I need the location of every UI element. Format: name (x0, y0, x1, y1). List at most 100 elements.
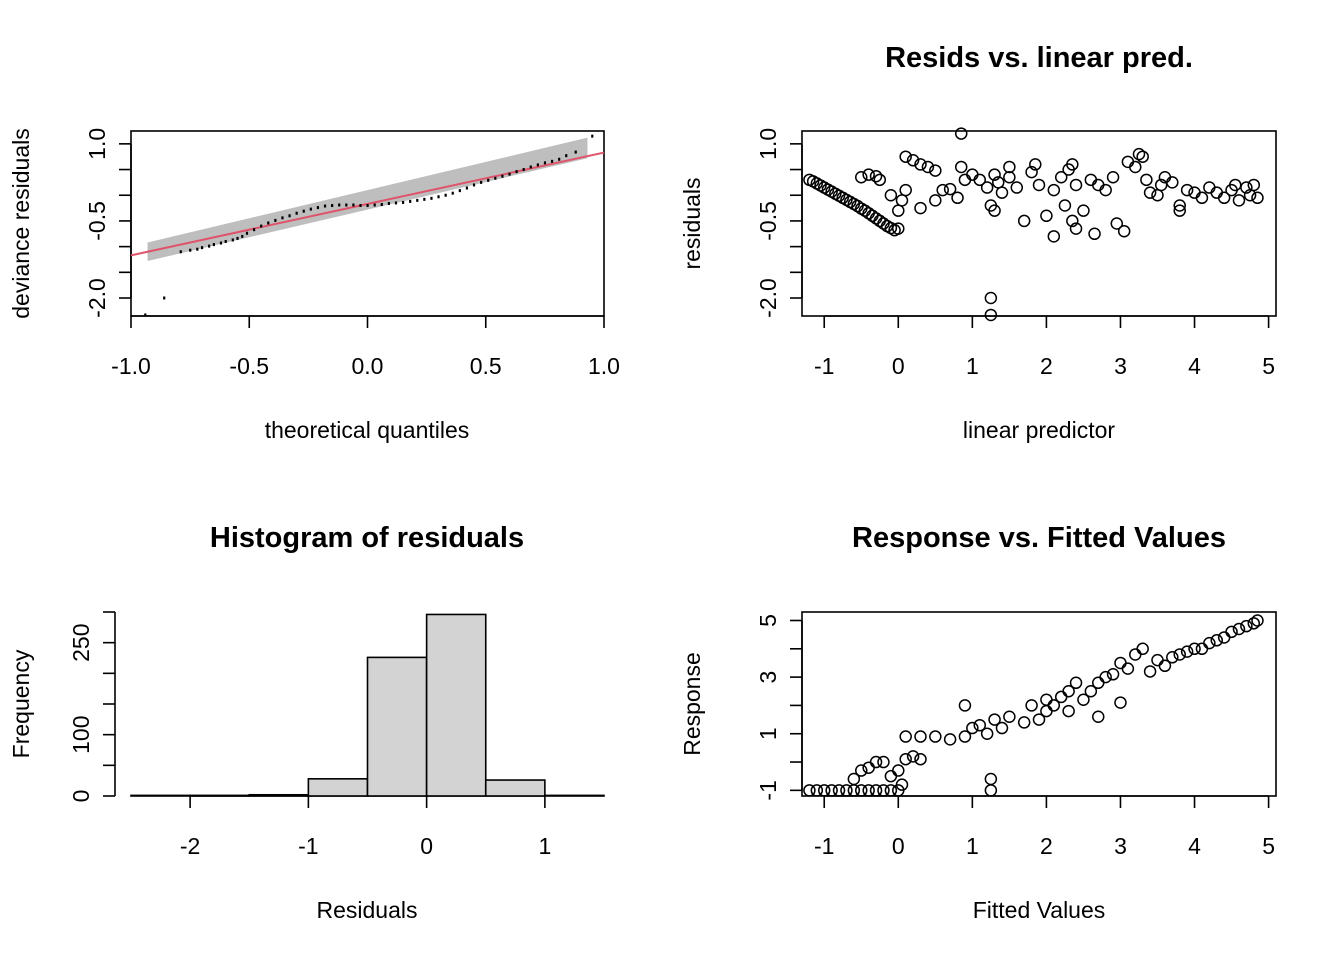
y-tick-label: -2.0 (755, 278, 781, 318)
data-point (980, 727, 994, 740)
qq-point (558, 157, 561, 161)
qq-point (236, 236, 239, 240)
data-point (1232, 622, 1246, 636)
histogram-bar (366, 656, 428, 797)
data-point (1195, 191, 1209, 205)
x-tick-label: 4 (1188, 833, 1201, 859)
qq-point (430, 196, 433, 200)
data-point (895, 194, 909, 207)
x-tick-label: 0.0 (352, 353, 384, 379)
data-point (906, 154, 920, 167)
data-point (825, 784, 838, 797)
data-point (884, 784, 898, 797)
x-tick-label: 3 (1114, 833, 1127, 859)
data-point (1017, 716, 1031, 729)
qq-point (543, 161, 547, 165)
data-point (1069, 222, 1083, 235)
data-point (892, 764, 905, 777)
data-point (899, 183, 912, 197)
data-point (1047, 183, 1061, 197)
qq-point (274, 218, 277, 222)
data-point (862, 168, 875, 181)
x-tick-label: 0.5 (470, 353, 502, 379)
data-point (1132, 147, 1146, 161)
x-tick-label: 0 (420, 833, 433, 859)
data-point (1173, 199, 1186, 212)
resids-vs-linear-pred-panel: Resids vs. linear pred. linear predictor r… (679, 42, 1277, 443)
data-point (1032, 178, 1046, 192)
y-axis-label: Response (679, 652, 705, 756)
x-tick-label: 1 (538, 833, 551, 859)
data-point (1173, 204, 1186, 217)
y-tick-label: 5 (755, 614, 781, 627)
data-point (943, 733, 957, 746)
data-point (899, 150, 912, 163)
data-point (899, 752, 912, 766)
qq-point (359, 204, 362, 208)
qq-point (451, 191, 454, 195)
data-point (1032, 713, 1046, 726)
y-tick-label: 1.0 (84, 128, 110, 160)
data-point (1058, 199, 1072, 212)
qq-point (508, 172, 511, 176)
qq-point (345, 203, 348, 207)
data-point (855, 784, 868, 797)
qq-point (224, 239, 227, 243)
data-point (973, 718, 986, 732)
data-point (984, 784, 998, 797)
qq-point (529, 165, 532, 169)
data-point (1054, 171, 1068, 184)
data-point (1232, 194, 1246, 207)
y-tick-label: -2.0 (84, 278, 110, 318)
data-point (1151, 653, 1164, 667)
x-tick-label: 4 (1188, 353, 1201, 379)
data-point (1062, 704, 1075, 718)
data-point (958, 699, 972, 712)
histogram-of-residuals-panel: Histogram of residuals Residuals Frequency… (8, 522, 605, 923)
qq-point (295, 211, 298, 215)
data-point (884, 188, 898, 202)
data-point (1247, 178, 1261, 192)
data-point (1240, 181, 1253, 194)
data-point (1040, 209, 1053, 223)
qq-point (515, 170, 518, 174)
confidence-band (147, 137, 588, 262)
data-point (1180, 183, 1194, 197)
x-tick-label: -1 (814, 833, 834, 859)
histogram-bar (544, 794, 605, 797)
data-point (1040, 704, 1053, 718)
data-point (1025, 699, 1038, 712)
data-point (1099, 183, 1112, 197)
data-point (1251, 614, 1264, 627)
histogram-bar (425, 613, 487, 797)
y-tick-label: 0 (68, 790, 94, 803)
data-point (1151, 188, 1164, 202)
data-point (1136, 642, 1149, 656)
x-axis-label: Fitted Values (973, 897, 1106, 923)
data-point (1025, 165, 1038, 179)
qq-point (409, 199, 412, 203)
qq-point (338, 203, 341, 207)
data-point (862, 761, 875, 774)
data-point (995, 186, 1009, 199)
x-tick-label: -1 (814, 353, 834, 379)
x-axis-label: Residuals (317, 897, 418, 923)
data-point (1114, 696, 1127, 709)
data-point (1143, 665, 1157, 678)
data-point (929, 164, 942, 177)
data-point (892, 222, 905, 235)
data-point (1225, 625, 1238, 639)
qq-point (163, 296, 166, 300)
data-point (1240, 619, 1253, 633)
data-point (1077, 204, 1090, 217)
qq-point (231, 238, 234, 242)
qq-point (366, 204, 369, 208)
qq-point (200, 246, 204, 250)
data-point (884, 769, 898, 783)
x-tick-label: 5 (1262, 353, 1275, 379)
data-point (1251, 191, 1264, 205)
y-axis-label: Frequency (8, 649, 34, 758)
data-point (1066, 158, 1079, 171)
data-point (951, 191, 964, 205)
data-point (958, 730, 972, 743)
